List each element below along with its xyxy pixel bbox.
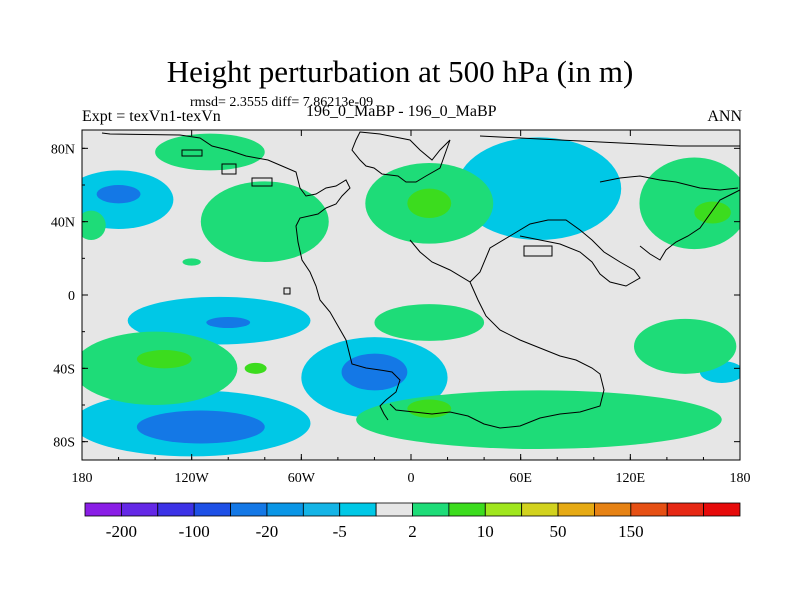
x-tick-label: 180 <box>72 471 93 486</box>
colorbar-label: 10 <box>477 522 494 541</box>
coastline-america <box>101 132 401 421</box>
contour-region-13 <box>200 181 329 262</box>
colorbar-swatch <box>157 502 195 517</box>
contour-region-22 <box>244 362 267 374</box>
colorbar-label: 2 <box>408 522 417 541</box>
case-label: 196_0_MaBP - 196_0_MaBP <box>306 103 497 120</box>
colorbar-swatch <box>594 502 632 517</box>
colorbar-swatch <box>630 502 668 517</box>
colorbar-label: -100 <box>179 522 210 541</box>
colorbar-swatch <box>302 502 341 517</box>
island-outline <box>251 177 273 187</box>
colorbar-swatch <box>412 502 450 517</box>
colorbar-swatch <box>448 502 486 517</box>
season-label: ANN <box>707 108 742 125</box>
x-tick-label: 180 <box>730 471 751 486</box>
coastline-greenland <box>351 131 451 183</box>
x-tick-label: 120E <box>616 471 646 486</box>
x-tick-label: 120W <box>175 471 210 486</box>
colorbar-label: 50 <box>550 522 567 541</box>
y-axis: 80N 40N 0 40S 80S <box>51 142 740 451</box>
contour-region-24 <box>633 318 737 374</box>
colorbar-swatch <box>557 502 595 517</box>
colorbar-swatch <box>666 502 705 517</box>
contour-region-23 <box>374 304 485 341</box>
experiment-label: Expt = texVn1-texVn <box>82 108 221 125</box>
island-outline <box>523 245 553 257</box>
x-axis: 180 120W 60W 0 60E 120E 180 <box>72 130 751 486</box>
contour-region-12 <box>155 133 265 171</box>
colorbar-swatch <box>84 502 122 517</box>
colorbar-label: -200 <box>106 522 137 541</box>
colorbar-swatch <box>521 502 559 517</box>
colorbar-swatch <box>339 502 377 517</box>
y-tick-label: 80S <box>53 436 75 451</box>
coastline-asia-east <box>639 189 740 261</box>
y-tick-label: 80N <box>51 142 75 157</box>
y-tick-label: 40S <box>53 362 75 377</box>
contour-region-10 <box>136 410 265 444</box>
colorbar-swatch <box>193 502 231 517</box>
contour-region-1 <box>96 185 141 204</box>
colorbar-label: 150 <box>618 522 644 541</box>
colorbar-swatch <box>266 502 304 517</box>
colorbar-label: -5 <box>333 522 347 541</box>
contour-region-8 <box>341 353 408 391</box>
x-tick-label: 60E <box>509 471 532 486</box>
colorbar-label: -20 <box>256 522 279 541</box>
colorbar-swatch <box>484 502 523 517</box>
island-outline <box>283 287 291 295</box>
contour-region-20 <box>82 331 238 405</box>
contour-region-17 <box>694 201 731 224</box>
contour-region-18 <box>82 210 106 240</box>
colorbar-swatch <box>375 502 413 517</box>
y-tick-label: 0 <box>68 289 75 304</box>
contour-region-26 <box>407 399 452 418</box>
colorbar-swatch <box>230 502 268 517</box>
contour-region-19 <box>182 258 201 266</box>
x-tick-label: 60W <box>288 471 316 486</box>
contour-region-4 <box>456 137 622 240</box>
x-tick-label: 0 <box>408 471 415 486</box>
contour-region-21 <box>136 350 192 369</box>
contour-region-6 <box>206 317 251 328</box>
contour-region-16 <box>639 157 740 250</box>
contour-region-15 <box>407 188 452 218</box>
island-outline <box>181 149 203 157</box>
island-outline <box>221 163 237 175</box>
contour-region-25 <box>356 390 722 449</box>
colorbar-swatch <box>120 502 159 517</box>
coastline-eurasia <box>389 175 739 429</box>
colorbar-swatch <box>703 502 741 517</box>
chart-title: Height perturbation at 500 hPa (in m) <box>166 54 634 89</box>
coastline-outlines <box>101 131 740 429</box>
coastline-arctic <box>479 135 740 147</box>
y-tick-label: 40N <box>51 216 75 231</box>
colorbar: -200 -100 -20 -5 2 10 50 150 <box>84 502 741 541</box>
stats-label: rmsd= 2.3555 diff= 7.86213e-09 <box>190 95 374 110</box>
contour-regions <box>82 133 740 457</box>
